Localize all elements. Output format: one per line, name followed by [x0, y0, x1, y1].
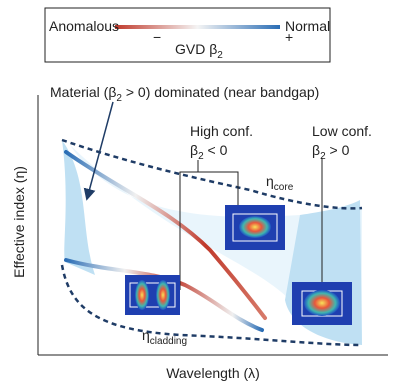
- legend-plus: +: [285, 29, 293, 45]
- text-part: > 0) dominated (near bandgap): [122, 84, 319, 100]
- text-part: β: [190, 142, 198, 158]
- text-part: core: [274, 182, 294, 193]
- y-axis-label: Effective index (η): [11, 166, 27, 278]
- text-part: β: [312, 142, 320, 158]
- legend: Anomalous Normal − + GVD β2: [45, 8, 330, 62]
- cladding-label: ηcladding: [142, 327, 187, 347]
- mode-inset-high: [225, 205, 285, 250]
- text-part: 2: [217, 50, 223, 61]
- text-part: < 0: [204, 142, 228, 158]
- text-part: η: [142, 327, 150, 343]
- legend-minus: −: [153, 29, 161, 45]
- legend-left: Anomalous: [49, 18, 119, 34]
- text-part: cladding: [150, 336, 187, 347]
- text-part: η: [266, 173, 274, 189]
- high-conf-beta: β2 < 0: [190, 142, 228, 162]
- mode-inset-low: [292, 282, 352, 325]
- text-part: > 0: [326, 142, 350, 158]
- legend-gradient: [115, 25, 280, 29]
- material-annotation: Material (β2 > 0) dominated (near bandga…: [50, 84, 319, 104]
- high-conf-link: [198, 160, 238, 205]
- low-conf-title: Low conf.: [312, 123, 372, 139]
- core-label: ηcore: [266, 173, 294, 193]
- mode-inset-cladding: [125, 275, 180, 315]
- text-part: GVD β: [175, 41, 217, 57]
- low-conf-beta: β2 > 0: [312, 142, 350, 162]
- x-axis-label: Wavelength (λ): [166, 365, 260, 381]
- text-part: Material (β: [50, 84, 116, 100]
- high-conf-title: High conf.: [190, 123, 253, 139]
- figure: Anomalous Normal − + GVD β2: [0, 0, 395, 386]
